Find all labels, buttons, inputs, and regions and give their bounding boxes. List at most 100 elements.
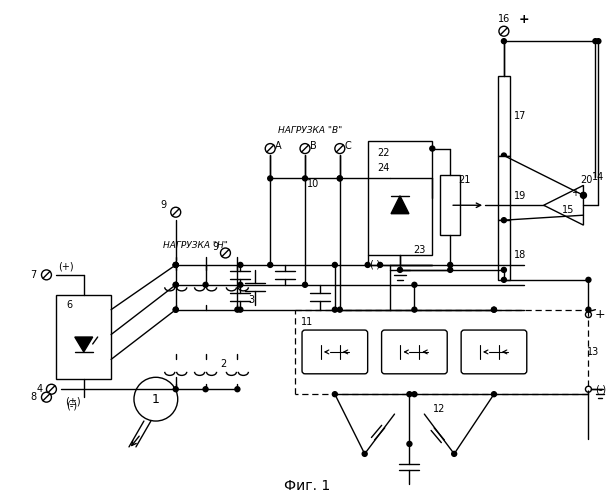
Circle shape xyxy=(173,282,178,288)
Text: 24: 24 xyxy=(378,164,390,173)
Circle shape xyxy=(47,384,57,394)
Text: 13: 13 xyxy=(587,347,600,357)
Circle shape xyxy=(501,153,506,158)
Circle shape xyxy=(173,262,178,268)
Circle shape xyxy=(412,307,417,312)
Circle shape xyxy=(586,278,591,282)
FancyBboxPatch shape xyxy=(302,330,368,374)
Circle shape xyxy=(41,270,52,280)
Text: -: - xyxy=(574,210,577,220)
Polygon shape xyxy=(391,196,409,214)
Circle shape xyxy=(173,307,178,312)
Circle shape xyxy=(338,307,343,312)
Text: 2: 2 xyxy=(220,360,226,370)
Circle shape xyxy=(335,144,345,154)
Text: (-): (-) xyxy=(66,400,77,410)
Circle shape xyxy=(238,282,243,288)
Bar xyxy=(498,156,510,220)
Text: Фиг. 1: Фиг. 1 xyxy=(284,478,330,492)
Circle shape xyxy=(362,452,367,456)
Circle shape xyxy=(173,307,178,312)
Circle shape xyxy=(448,262,453,268)
Text: 12: 12 xyxy=(433,404,445,414)
Text: 1: 1 xyxy=(152,392,160,406)
Circle shape xyxy=(596,38,601,44)
Bar xyxy=(440,176,460,235)
Text: A: A xyxy=(275,140,282,150)
Text: НАГРУЗКА "В": НАГРУЗКА "В" xyxy=(278,126,342,135)
Circle shape xyxy=(581,192,587,198)
Circle shape xyxy=(586,307,591,312)
Circle shape xyxy=(300,144,310,154)
Text: 9: 9 xyxy=(212,242,218,252)
Text: 22: 22 xyxy=(378,148,390,158)
Circle shape xyxy=(581,193,586,198)
Text: (+): (+) xyxy=(58,262,74,272)
FancyBboxPatch shape xyxy=(461,330,527,374)
Circle shape xyxy=(41,392,52,402)
Circle shape xyxy=(451,452,457,456)
Text: 11: 11 xyxy=(301,316,313,326)
Text: C: C xyxy=(344,140,351,150)
Circle shape xyxy=(268,262,272,268)
Circle shape xyxy=(235,307,240,312)
Circle shape xyxy=(303,176,308,181)
Circle shape xyxy=(412,282,417,288)
Circle shape xyxy=(238,307,243,312)
Circle shape xyxy=(501,38,506,44)
Circle shape xyxy=(585,312,592,318)
Circle shape xyxy=(203,386,208,392)
Circle shape xyxy=(268,176,272,181)
Circle shape xyxy=(221,248,231,258)
Bar xyxy=(498,76,510,156)
Circle shape xyxy=(338,176,343,181)
Circle shape xyxy=(173,386,178,392)
Text: 14: 14 xyxy=(592,172,605,182)
Text: 19: 19 xyxy=(514,191,526,201)
Text: 4: 4 xyxy=(36,384,42,394)
Text: +: + xyxy=(571,188,579,198)
Circle shape xyxy=(448,268,453,272)
Circle shape xyxy=(173,262,178,268)
Circle shape xyxy=(491,307,496,312)
Circle shape xyxy=(171,207,181,217)
Bar xyxy=(368,140,432,255)
Circle shape xyxy=(303,282,308,288)
Text: +: + xyxy=(595,308,606,321)
Circle shape xyxy=(238,262,243,268)
Circle shape xyxy=(430,146,435,151)
Text: 21: 21 xyxy=(458,176,470,186)
Text: 20: 20 xyxy=(581,176,593,186)
Circle shape xyxy=(235,386,240,392)
Text: 18: 18 xyxy=(514,250,526,260)
Circle shape xyxy=(365,262,370,268)
Polygon shape xyxy=(75,337,93,352)
Circle shape xyxy=(407,442,412,446)
Text: (±): (±) xyxy=(65,396,81,406)
Circle shape xyxy=(134,378,178,421)
Circle shape xyxy=(593,38,598,44)
Circle shape xyxy=(378,262,383,268)
Circle shape xyxy=(173,262,178,268)
Text: 15: 15 xyxy=(562,205,575,215)
Text: 16: 16 xyxy=(498,14,510,24)
Circle shape xyxy=(501,218,506,222)
Circle shape xyxy=(397,268,402,272)
Circle shape xyxy=(332,392,338,396)
Circle shape xyxy=(491,307,496,312)
Text: 10: 10 xyxy=(307,180,319,190)
Bar xyxy=(498,220,510,280)
Text: B: B xyxy=(309,140,316,150)
Circle shape xyxy=(412,392,417,396)
Circle shape xyxy=(338,176,343,181)
Text: 23: 23 xyxy=(414,245,426,255)
Bar xyxy=(57,294,111,380)
Circle shape xyxy=(265,144,275,154)
Text: 9: 9 xyxy=(161,200,167,210)
Polygon shape xyxy=(544,186,584,225)
Circle shape xyxy=(501,278,506,282)
Text: НАГРУЗКА "Н": НАГРУЗКА "Н" xyxy=(163,240,228,250)
Text: (-): (-) xyxy=(370,260,381,270)
Text: +: + xyxy=(518,13,529,26)
Text: (-): (-) xyxy=(595,384,606,394)
